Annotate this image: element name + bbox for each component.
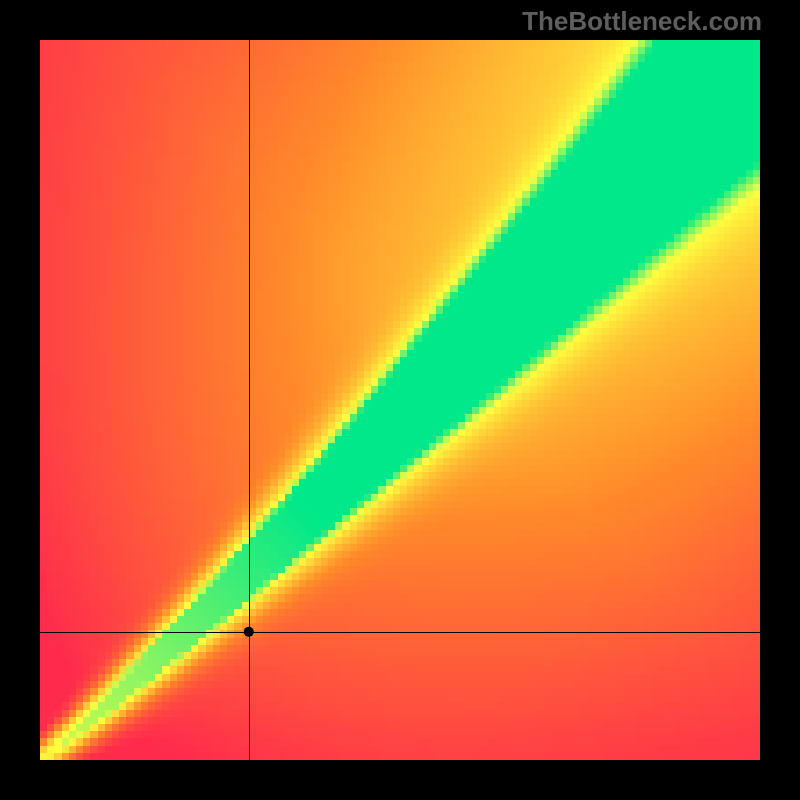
bottleneck-heatmap <box>0 0 800 800</box>
chart-container: { "watermark": { "text": "TheBottleneck.… <box>0 0 800 800</box>
